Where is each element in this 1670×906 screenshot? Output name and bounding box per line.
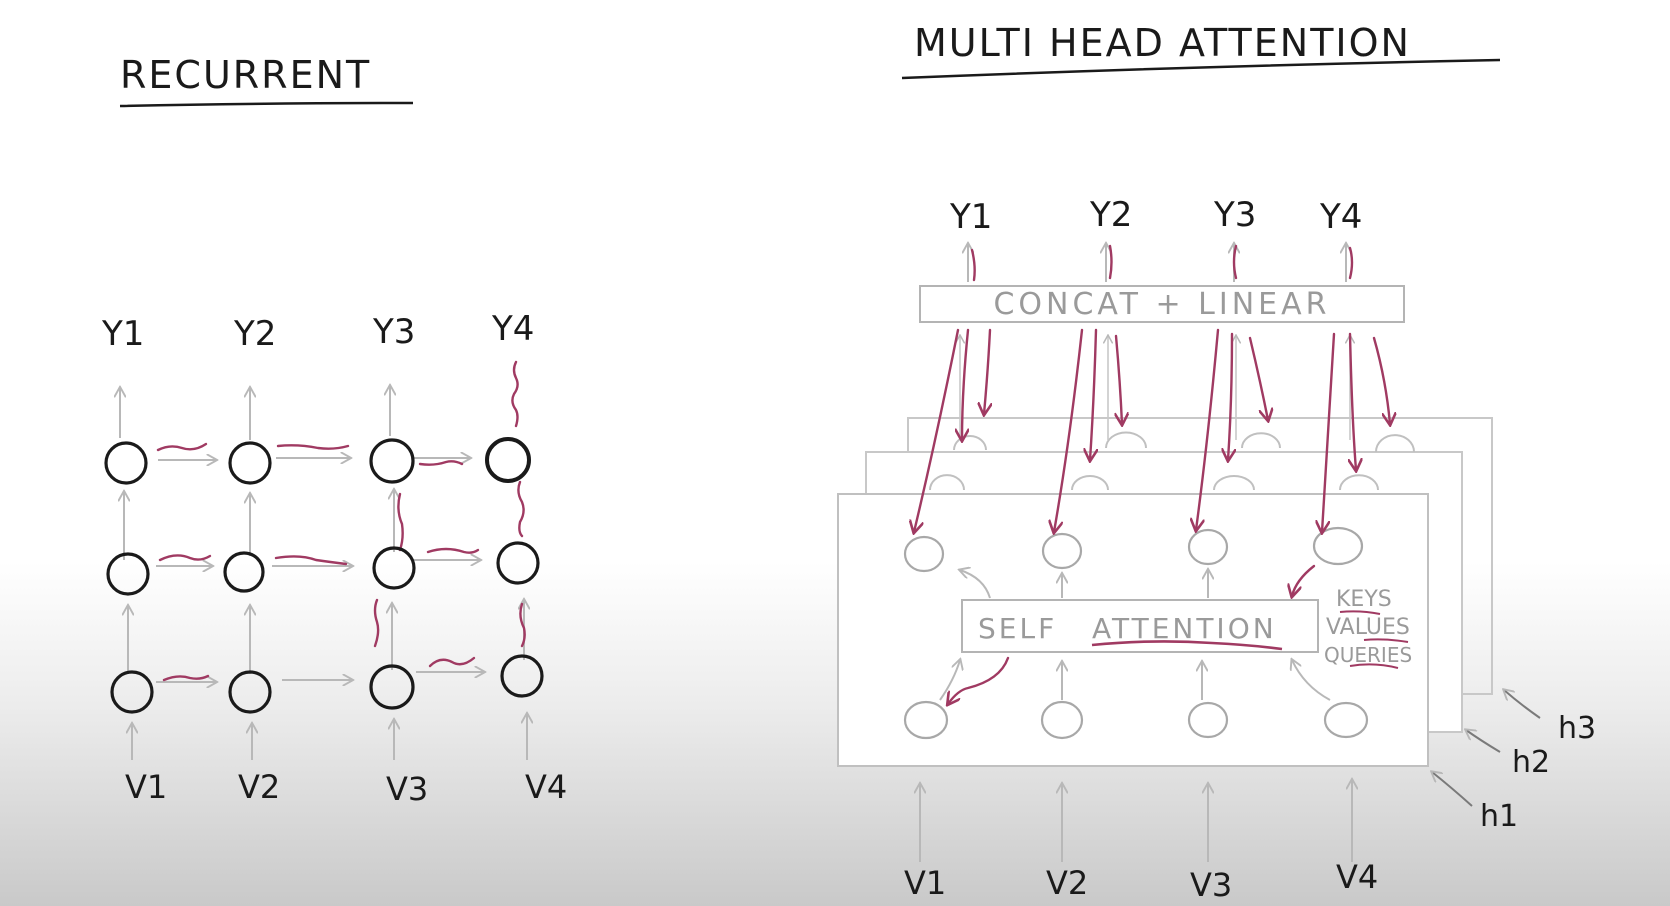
attn-node (1323, 701, 1369, 739)
rnn-node (228, 670, 272, 714)
multihead-output-y3: Y3 (1213, 195, 1256, 235)
self-attention-underline (1091, 640, 1283, 651)
rnn-node (500, 654, 544, 698)
attention-input-nodes (903, 700, 1369, 740)
attn-node (903, 700, 949, 740)
multihead-back-arrows (960, 336, 1350, 440)
recurrent-output-y3: Y3 (372, 312, 415, 352)
recurrent-input-v3: V3 (386, 770, 428, 808)
rnn-node (369, 438, 415, 484)
recurrent-input-arrows (132, 714, 527, 760)
keys-label: KEYS (1336, 587, 1392, 612)
multihead-input-v1: V1 (904, 864, 946, 902)
head-label-h1: h1 (1480, 799, 1518, 834)
multihead-output-y4: Y4 (1319, 197, 1362, 237)
recurrent-panel: RECURRENT Y1 Y2 Y3 Y4 V1 V2 V3 V4 (101, 53, 567, 808)
multihead-red-arrows (914, 244, 1390, 704)
self-attention-label-self: SELF (978, 612, 1057, 645)
recurrent-output-y4: Y4 (491, 309, 534, 349)
concat-linear-label: CONCAT + LINEAR (993, 287, 1330, 322)
multihead-input-v2: V2 (1046, 864, 1088, 902)
recurrent-title-underline (119, 101, 414, 108)
recurrent-input-v1: V1 (125, 768, 167, 806)
recurrent-horizontal-arrows (156, 458, 484, 682)
recurrent-title: RECURRENT (120, 53, 371, 97)
concat-linear-box (919, 285, 1405, 323)
recurrent-input-v4: V4 (525, 768, 567, 806)
recurrent-nodes (104, 437, 544, 714)
attn-node (1187, 701, 1229, 739)
rnn-node (104, 441, 148, 485)
back-head-nodes (929, 431, 1415, 491)
rnn-node (372, 546, 416, 590)
attn-node (1187, 528, 1229, 566)
head-label-h2: h2 (1512, 745, 1550, 780)
self-attention-label-attention: ATTENTION (1092, 612, 1277, 645)
multihead-panel: MULTI HEAD ATTENTION Y1 Y2 Y3 Y4 CONCAT … (837, 21, 1596, 904)
queries-label: QUERIES (1324, 643, 1412, 667)
rnn-node (485, 437, 531, 483)
recurrent-highlight-path (156, 360, 526, 682)
attn-node (1312, 526, 1364, 566)
kvq-labels: KEYS VALUES QUERIES (1324, 587, 1412, 669)
multihead-output-y2: Y2 (1089, 195, 1132, 235)
multihead-input-v3: V3 (1190, 866, 1232, 904)
front-head-arrows (939, 570, 1331, 701)
recurrent-output-y2: Y2 (233, 314, 276, 354)
recurrent-input-v2: V2 (238, 768, 280, 806)
multihead-input-v4: V4 (1336, 858, 1378, 896)
head-label-h3: h3 (1558, 711, 1596, 746)
rnn-node (223, 551, 265, 593)
multihead-output-y1: Y1 (949, 197, 992, 237)
rnn-node (110, 670, 154, 714)
rnn-node (106, 552, 150, 596)
head-label-arrows (1432, 690, 1541, 807)
recurrent-vertical-arrows (120, 386, 524, 674)
self-attention-box (961, 599, 1319, 653)
rnn-node (369, 664, 415, 710)
attn-node (903, 535, 945, 573)
multihead-output-arrows (968, 244, 1346, 282)
recurrent-output-y1: Y1 (101, 314, 144, 354)
multihead-input-arrows (920, 780, 1352, 862)
values-label: VALUES (1326, 615, 1410, 640)
attn-node (1040, 700, 1084, 740)
rnn-node (496, 541, 540, 585)
rnn-node (228, 441, 272, 485)
multihead-title-underline (901, 58, 1501, 80)
multihead-title: MULTI HEAD ATTENTION (914, 21, 1411, 65)
